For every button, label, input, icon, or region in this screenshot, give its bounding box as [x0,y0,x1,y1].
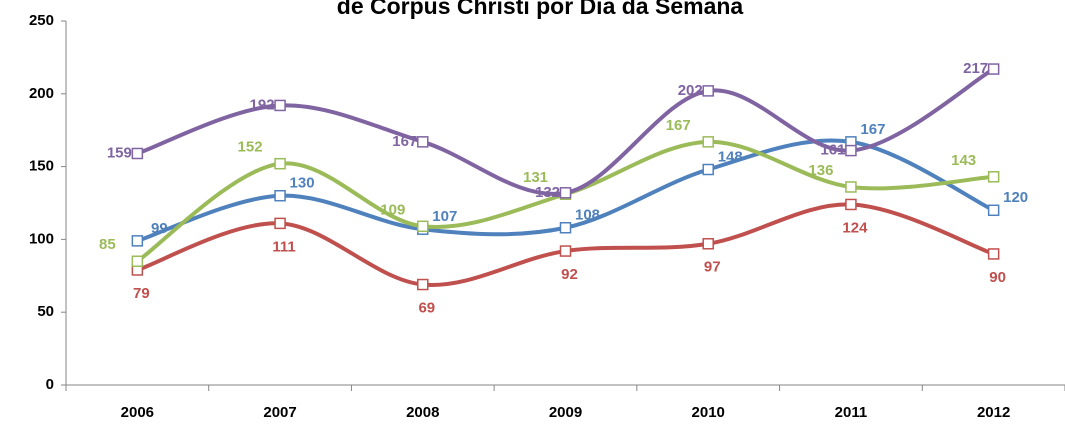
data-label: 217 [963,60,988,77]
data-label: 159 [107,144,132,161]
data-label: 111 [272,238,295,255]
data-label: 108 [575,207,600,224]
data-label: 97 [704,259,721,276]
marker [702,238,714,250]
marker [417,220,429,233]
y-tick-label: 100 [29,230,54,247]
marker [702,163,714,176]
marker [559,187,572,199]
y-tick-label: 200 [29,85,54,102]
y-tick-label: 150 [29,158,54,175]
data-label: 202 [678,82,703,99]
x-tick-label: 2009 [549,404,582,421]
marker [274,99,286,112]
marker [131,235,144,247]
marker [274,217,286,230]
data-label: 99 [151,220,168,237]
marker [845,198,857,211]
data-label: 85 [99,236,116,253]
marker [559,245,572,257]
data-label: 124 [842,219,868,236]
data-label: 152 [238,139,263,156]
marker [417,136,429,148]
data-label: 131 [523,169,548,186]
marker [987,63,1000,75]
data-label: 107 [432,208,457,225]
data-label: 109 [380,201,405,218]
marker [845,144,857,157]
marker [987,204,1000,217]
data-label: 167 [666,117,691,134]
marker [559,222,572,234]
marker [987,248,1000,260]
data-label: 167 [392,133,417,150]
x-tick-label: 2008 [406,404,439,421]
y-tick-label: 250 [29,12,54,29]
marker [702,136,714,148]
chart-title: de Corpus Christi por Dia da Semana [337,0,744,19]
marker [702,85,714,97]
data-label: 69 [418,300,435,317]
series-line [136,139,994,263]
x-tick-label: 2010 [692,404,725,421]
data-label: 92 [561,266,578,283]
data-label: 90 [989,269,1006,286]
marker [131,255,144,267]
marker [987,171,1000,183]
data-label: 192 [250,96,275,113]
x-tick-label: 2011 [835,404,868,421]
marker [131,147,144,160]
data-label: 161 [820,142,845,159]
y-tick-label: 0 [46,376,54,393]
data-label: 120 [1003,189,1028,206]
data-label: 167 [860,121,885,138]
data-label: 79 [133,285,150,302]
x-tick-label: 2012 [977,404,1010,421]
x-tick-label: 2007 [263,404,296,421]
data-label: 130 [290,175,315,192]
data-label: 132 [535,184,560,201]
data-label: 148 [718,148,743,165]
y-tick-label: 50 [37,303,54,320]
marker [274,157,286,170]
x-tick-label: 2006 [121,404,154,421]
marker [274,189,286,202]
marker [845,181,857,193]
data-label: 143 [951,152,976,169]
marker [417,278,429,291]
data-label: 136 [808,162,833,179]
